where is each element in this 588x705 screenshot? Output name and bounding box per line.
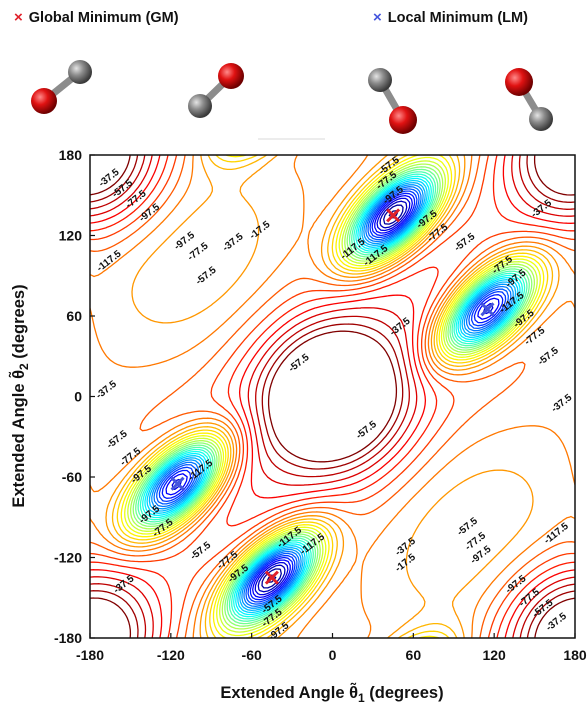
- y-tick-label: 120: [59, 228, 83, 244]
- legend-label-global-minimum: Global Minimum (GM): [28, 10, 179, 26]
- x-tick-label: -180: [76, 647, 104, 663]
- x-tick-label: -60: [242, 647, 262, 663]
- contour-level: [90, 155, 575, 638]
- contour-level: [158, 190, 507, 603]
- co-molecule-3: [368, 68, 417, 134]
- contour-level: [105, 155, 560, 638]
- contour-level: [90, 155, 575, 638]
- contour-level: [161, 192, 504, 601]
- oxygen-atom-icon: [31, 88, 57, 114]
- local-minimum-marker-icon: ×: [373, 9, 382, 26]
- contour-level: [151, 184, 514, 609]
- contour-level: [90, 155, 575, 638]
- y-tick-label: -120: [54, 550, 82, 566]
- contour-level: [135, 168, 530, 625]
- contour-level: [90, 155, 575, 638]
- contour-level: [153, 186, 512, 607]
- co-molecule-4: [505, 68, 553, 131]
- x-axis-label: Extended Angle θ̃1 (degrees): [220, 682, 443, 705]
- x-tick-label: 180: [563, 647, 587, 663]
- x-tick-label: 60: [406, 647, 422, 663]
- oxygen-atom-icon: [218, 63, 244, 89]
- contour-lines: [90, 155, 575, 638]
- local-minimum-marker: [170, 476, 185, 491]
- molecule-illustrations: [31, 60, 553, 140]
- carbon-atom-icon: [188, 94, 212, 118]
- contour-level: [146, 179, 519, 614]
- legend-entry-local-minimum: × Local Minimum (LM): [373, 9, 528, 26]
- x-tick-label: -120: [157, 647, 185, 663]
- x-tick-label: 0: [329, 647, 337, 663]
- co-molecule-1: [31, 60, 92, 114]
- contour-level: [148, 181, 517, 612]
- contour-level: [124, 156, 541, 637]
- contour-level: [90, 155, 575, 638]
- global-minimum-marker: [386, 208, 401, 223]
- carbon-atom-icon: [368, 68, 392, 92]
- contour-level: [144, 177, 521, 616]
- y-tick-label: 60: [66, 308, 82, 324]
- contour-level: [165, 194, 500, 599]
- y-axis-ticks: 180 120 60 0 -60 -120 -180: [54, 147, 95, 646]
- oxygen-atom-icon: [389, 106, 417, 134]
- minimum-markers: [170, 208, 495, 585]
- y-axis-label: Extended Angle θ̃2 (degrees): [8, 284, 31, 507]
- contour-level: [156, 188, 509, 605]
- legend-label-local-minimum: Local Minimum (LM): [387, 10, 528, 26]
- contour-level: [132, 166, 533, 627]
- y-tick-label: -180: [54, 630, 82, 646]
- contour-level: [116, 155, 549, 638]
- legend: × Global Minimum (GM) × Local Minimum (LM): [0, 0, 588, 40]
- co-molecule-2: [188, 63, 244, 118]
- contour-level: [90, 155, 575, 638]
- y-tick-label: -60: [62, 469, 82, 485]
- contour-level: [139, 173, 526, 620]
- y-tick-label: 180: [59, 147, 83, 163]
- molecule-row: [0, 40, 588, 150]
- contour-level: [171, 197, 494, 596]
- carbon-atom-icon: [529, 107, 553, 131]
- y-tick-label: 0: [74, 389, 82, 405]
- contour-level: [120, 155, 545, 638]
- local-minimum-marker: [480, 302, 495, 317]
- x-axis-ticks: -180 -120 -60 0 60 120 180: [76, 633, 587, 663]
- legend-entry-global-minimum: × Global Minimum (GM): [14, 9, 179, 26]
- contour-level: [127, 160, 538, 633]
- carbon-atom-icon: [68, 60, 92, 84]
- contour-level: [90, 155, 575, 638]
- contour-level: [137, 171, 528, 622]
- oxygen-atom-icon: [505, 68, 533, 96]
- contour-level: [90, 155, 575, 638]
- contour-level: [129, 163, 536, 630]
- contour-level: [90, 155, 575, 638]
- global-minimum-marker-icon: ×: [14, 9, 23, 26]
- x-tick-label: 120: [482, 647, 506, 663]
- contour-level: [142, 175, 523, 618]
- contour-level: [111, 155, 554, 638]
- global-minimum-marker: [264, 570, 279, 585]
